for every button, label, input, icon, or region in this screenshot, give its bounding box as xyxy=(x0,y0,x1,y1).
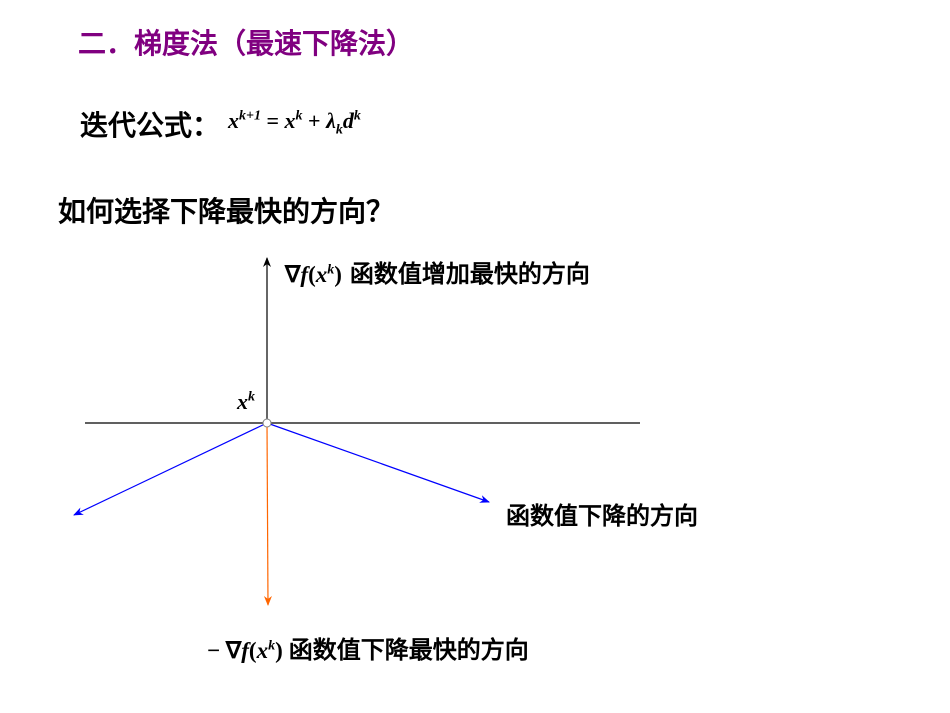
sup-kplus1: k+1 xyxy=(239,109,261,124)
sub-k: k xyxy=(336,122,343,137)
gradient-down-label: − ∇f(xk)函数值下降最快的方向 xyxy=(207,630,529,665)
var-lambda: λ xyxy=(326,108,336,133)
grad-up-desc: 函数值增加最快的方向 xyxy=(350,262,590,288)
f-sym-2: f xyxy=(241,638,249,663)
x-sym-2: x xyxy=(257,638,269,663)
lparen-2: ( xyxy=(249,638,257,663)
minus-sym: − xyxy=(207,638,220,663)
var-d: d xyxy=(343,108,354,133)
descent-direction-label: 函数值下降的方向 xyxy=(506,496,698,531)
var-x2: x xyxy=(285,108,296,133)
x-sym: x xyxy=(316,262,328,287)
gradient-up-label: ∇f(xk)函数值增加最快的方向 xyxy=(285,254,590,289)
iteration-formula: xk+1 = xk + λkdk xyxy=(228,108,361,138)
section-title: 二．梯度法（最速下降法） xyxy=(78,22,414,62)
rparen: ) xyxy=(334,262,342,287)
xk-k: k xyxy=(248,390,255,405)
sup-k2: k xyxy=(354,109,361,124)
f-sym: f xyxy=(300,262,308,287)
sup-k: k xyxy=(296,109,303,124)
xk-label: xk xyxy=(237,389,255,415)
nabla-icon: ∇ xyxy=(285,261,300,287)
rparen-2: ) xyxy=(275,638,283,663)
iteration-label: 迭代公式： xyxy=(80,104,220,144)
lparen: ( xyxy=(308,262,316,287)
grad-down-desc: 函数值下降最快的方向 xyxy=(289,638,529,664)
plus-sign: + xyxy=(303,108,327,133)
var-x: x xyxy=(228,108,239,133)
nabla-icon-2: ∇ xyxy=(226,637,241,663)
question-text: 如何选择下降最快的方向？ xyxy=(58,190,394,230)
eq-sign: = xyxy=(261,108,285,133)
xk-x: x xyxy=(237,389,248,414)
